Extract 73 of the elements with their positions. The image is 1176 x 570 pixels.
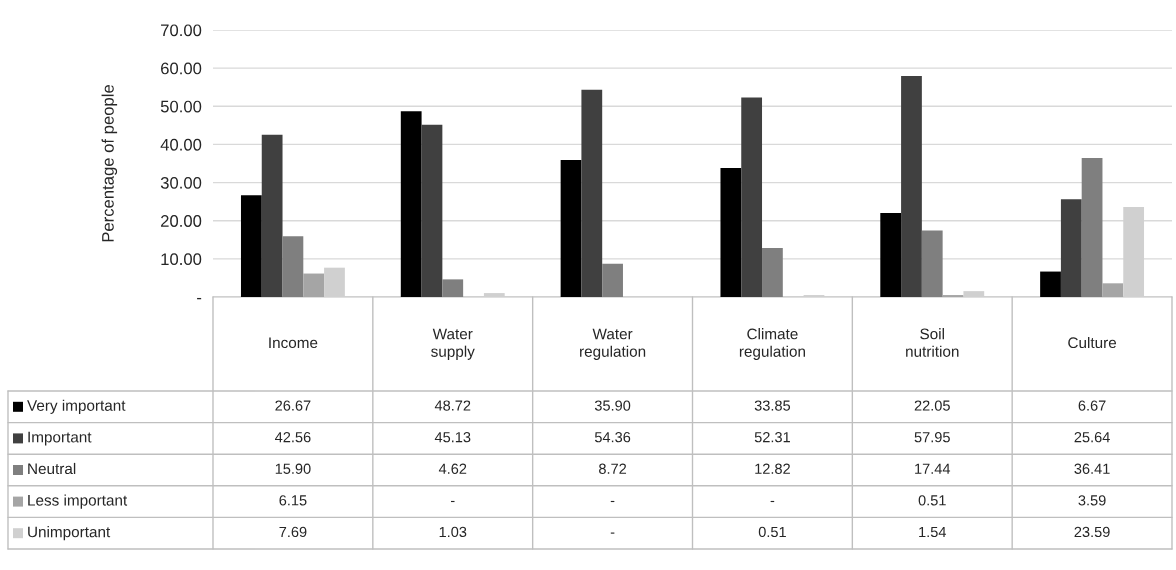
- y-tick-label: 10.00: [161, 253, 202, 266]
- y-tick-label: -: [197, 297, 202, 300]
- bar: [921, 230, 943, 297]
- bar: [303, 273, 325, 297]
- data-label: 6.15: [279, 495, 307, 506]
- data-label: 7.69: [279, 526, 307, 538]
- legend-label: Very important: [27, 399, 126, 414]
- data-label: 12.82: [755, 463, 790, 474]
- data-label: -: [610, 532, 615, 534]
- legend-label: Neutral: [28, 462, 76, 475]
- y-tick-label: 50.00: [160, 100, 202, 113]
- legend-label: Important: [28, 431, 92, 446]
- data-label: 25.64: [1074, 431, 1110, 443]
- bar: [963, 291, 985, 297]
- x-tick-label: Culture: [1068, 336, 1117, 349]
- data-label: 4.62: [438, 463, 467, 474]
- x-tick-label: Water regulation: [580, 328, 646, 360]
- bar: [240, 195, 262, 297]
- bar: [1081, 158, 1103, 297]
- y-tick-label: 70.00: [161, 24, 202, 37]
- bar: [1060, 199, 1082, 297]
- data-label: 22.05: [914, 400, 950, 411]
- bar: [282, 236, 304, 297]
- x-tick-label: Income: [269, 337, 318, 349]
- legend-label: Unimportant: [28, 526, 111, 541]
- data-label: 1.54: [919, 526, 947, 538]
- data-label: 3.59: [1078, 495, 1106, 506]
- data-label: 0.51: [758, 526, 786, 538]
- data-label: 36.41: [1074, 463, 1110, 474]
- x-tick-label: Soil nutrition: [906, 328, 959, 357]
- bar: [483, 293, 505, 297]
- data-label: 52.31: [754, 431, 790, 443]
- bar: [720, 167, 742, 297]
- data-label: 48.72: [434, 400, 471, 411]
- data-label: 45.13: [434, 431, 471, 443]
- bar: [581, 89, 603, 297]
- x-tick-label: Water supply: [431, 328, 475, 360]
- bar: [324, 267, 345, 297]
- data-label: 15.90: [275, 463, 311, 474]
- y-tick-label: 30.00: [160, 176, 202, 189]
- data-label: -: [610, 500, 615, 503]
- bar: [901, 75, 922, 297]
- data-label: 6.67: [1078, 400, 1106, 411]
- bar: [1102, 283, 1124, 297]
- data-label: 0.51: [918, 495, 946, 506]
- data-label: 42.56: [275, 431, 311, 443]
- bar: [442, 279, 464, 297]
- data-label: 33.85: [754, 400, 791, 411]
- y-tick-label: 20.00: [161, 215, 202, 227]
- bar: [400, 111, 422, 297]
- data-label: 17.44: [915, 463, 951, 474]
- data-label: 23.59: [1074, 526, 1110, 538]
- bar: [1040, 271, 1061, 297]
- bar: [261, 134, 283, 297]
- bar: [421, 124, 443, 297]
- bar: [741, 97, 763, 297]
- y-tick-label: 40.00: [160, 138, 202, 151]
- bar: [560, 160, 582, 297]
- data-label: -: [770, 500, 775, 503]
- bar: [602, 263, 623, 297]
- y-axis-title: Percentage of people: [101, 85, 118, 242]
- data-label: 35.90: [594, 400, 631, 411]
- data-label: 57.95: [914, 431, 950, 443]
- data-label: 26.67: [275, 400, 311, 411]
- bar: [762, 248, 783, 297]
- data-label: 54.36: [594, 431, 631, 443]
- data-label: 8.72: [599, 463, 627, 474]
- legend-label: Less important: [28, 494, 128, 509]
- x-tick-label: Climate regulation: [739, 328, 805, 360]
- y-tick-label: 60.00: [161, 62, 202, 75]
- bar: [880, 212, 902, 297]
- data-label: 1.03: [439, 526, 467, 538]
- data-label: -: [450, 500, 455, 503]
